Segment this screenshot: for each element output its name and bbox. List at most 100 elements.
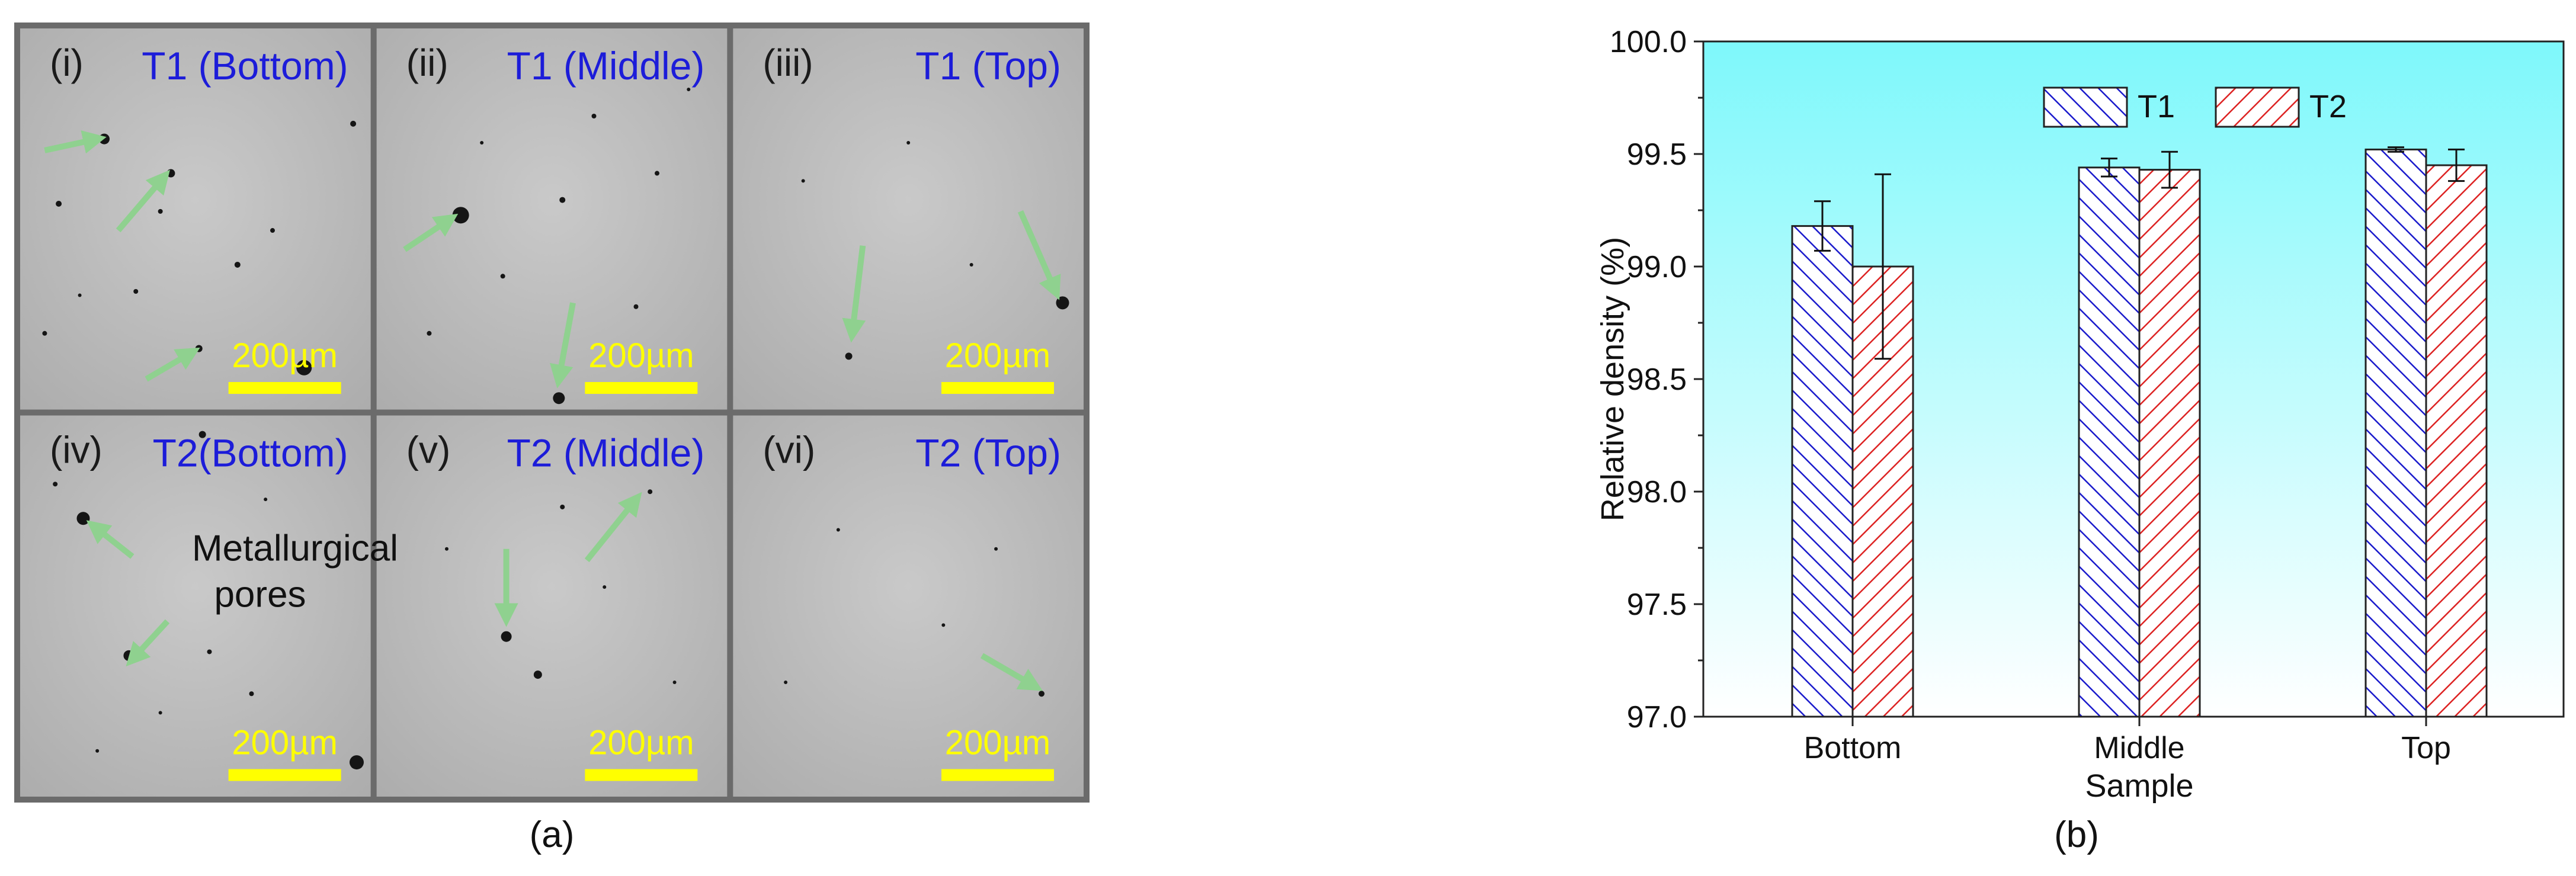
pore-dot — [994, 547, 998, 551]
figure-caption-b: (b) — [2054, 814, 2099, 855]
pore-dot — [270, 228, 275, 233]
scale-bar — [941, 382, 1054, 394]
x-tick-label: Bottom — [1804, 731, 1902, 765]
scale-bar — [585, 769, 698, 781]
pore-arrow — [980, 653, 1043, 691]
scale-bar — [228, 769, 341, 781]
pore-dot — [296, 360, 312, 376]
pore-dot — [500, 274, 505, 279]
panel-title: T2(Bottom) — [153, 431, 348, 475]
micrograph-grid: (i) T1 (Bottom)200µm(ii) T1 (Middle)200µm(… — [14, 23, 1090, 803]
panel-label: (iv) — [50, 429, 102, 471]
micrograph-image — [20, 28, 371, 410]
pore-dot — [633, 304, 639, 309]
legend-swatch-t2 — [2215, 86, 2300, 128]
pore-dot — [906, 141, 911, 145]
panel-title: T2 (Middle) — [507, 431, 705, 475]
pore-dot — [1039, 691, 1045, 697]
y-axis-title: Relative density (%) — [1595, 237, 1630, 521]
bar-t1 — [2078, 166, 2141, 718]
pore-dot — [559, 197, 566, 203]
pore-arrow — [86, 520, 134, 559]
pore-dots — [42, 120, 357, 376]
pore-arrow — [1017, 210, 1061, 300]
micrograph-panel: (i) T1 (Bottom) 200µm — [20, 28, 371, 410]
pore-arrow — [403, 213, 459, 252]
pore-dot — [1056, 296, 1069, 310]
pore-dot — [480, 141, 484, 145]
legend: T1 T2 — [2043, 86, 2347, 128]
scale-bar-label: 200µm — [945, 724, 1051, 762]
pore-dot — [158, 711, 162, 715]
micrograph-panel: (iv) T2(Bottom) 200µm — [20, 415, 371, 797]
pore-dot — [53, 482, 58, 487]
pore-dot — [198, 431, 206, 438]
pore-dot — [249, 691, 254, 697]
pore-dots — [801, 141, 1069, 366]
micrograph-panel: (iii) T1 (Top) 200µm — [733, 28, 1084, 410]
pore-dot — [591, 114, 597, 119]
bar-chart: 97.0 97.5 98.0 98.5 99.0 99.5 100.0 Bottom Middl… — [1595, 25, 2565, 804]
bar-t2 — [2425, 164, 2488, 718]
micrograph-image — [733, 415, 1084, 797]
bar-t1 — [2364, 148, 2427, 718]
y-tick-label: 98.0 — [1627, 475, 1687, 509]
pore-dots — [784, 528, 1045, 697]
pore-dot — [350, 755, 364, 770]
scale-bar — [228, 382, 341, 394]
pore-dot — [78, 293, 82, 297]
bar-t2 — [2138, 169, 2201, 718]
y-tick-label: 99.5 — [1627, 137, 1687, 172]
pore-dot — [845, 352, 853, 360]
micrograph-panel: (v) T2 (Middle) 200µm — [376, 415, 728, 797]
pore-dot — [264, 498, 268, 502]
pore-dot — [784, 680, 788, 684]
panel-title: T1 (Top) — [915, 44, 1061, 88]
pore-dot — [56, 201, 62, 207]
pore-arrow — [145, 347, 200, 382]
y-tick-label: 100.0 — [1610, 25, 1687, 59]
pore-dot — [836, 528, 840, 532]
pore-arrow — [842, 245, 866, 343]
panel-label: (iii) — [762, 41, 813, 84]
x-tick-label: Middle — [2094, 731, 2184, 765]
micrograph-image — [20, 415, 371, 797]
y-tick-label: 97.5 — [1627, 588, 1687, 622]
pore-dot — [427, 330, 432, 336]
pore-dot — [501, 631, 512, 642]
pore-dot — [452, 207, 469, 224]
pore-dots — [445, 489, 677, 684]
pore-dot — [133, 289, 139, 294]
pore-dot — [687, 87, 691, 91]
scale-bar-label: 200µm — [232, 724, 338, 762]
pore-annotation-line2: pores — [214, 575, 306, 615]
pore-dot — [158, 208, 163, 214]
legend-swatch-t1 — [2043, 86, 2128, 128]
pore-arrow — [116, 169, 170, 233]
pore-dot — [166, 169, 175, 178]
pore-dot — [655, 171, 659, 176]
pore-dot — [445, 547, 448, 551]
micrograph-image — [376, 415, 728, 797]
panel-title: T1 (Bottom) — [142, 44, 348, 88]
bar-t1 — [1791, 225, 1854, 718]
pore-dot — [76, 512, 90, 525]
scale-bar-label: 200µm — [588, 724, 694, 762]
pore-dot — [95, 749, 100, 753]
pore-dot — [801, 179, 805, 183]
panel-title: T2 (Top) — [915, 431, 1061, 475]
pore-dot — [969, 262, 973, 267]
pore-dot — [533, 670, 542, 679]
pore-dot — [42, 330, 47, 336]
pore-dot — [560, 504, 565, 509]
legend-label-t2: T2 — [2309, 89, 2347, 124]
scale-bar — [941, 769, 1054, 781]
micrograph-panel: (ii) T1 (Middle) 200µm — [376, 28, 728, 410]
y-tick-label: 98.5 — [1627, 362, 1687, 397]
panel-label: (v) — [406, 429, 451, 471]
x-tick-label: Top — [2401, 731, 2451, 765]
panel-label: (ii) — [406, 41, 448, 84]
pore-arrow — [44, 130, 107, 154]
pore-arrow — [126, 619, 170, 667]
y-tick-label: 97.0 — [1627, 700, 1687, 734]
